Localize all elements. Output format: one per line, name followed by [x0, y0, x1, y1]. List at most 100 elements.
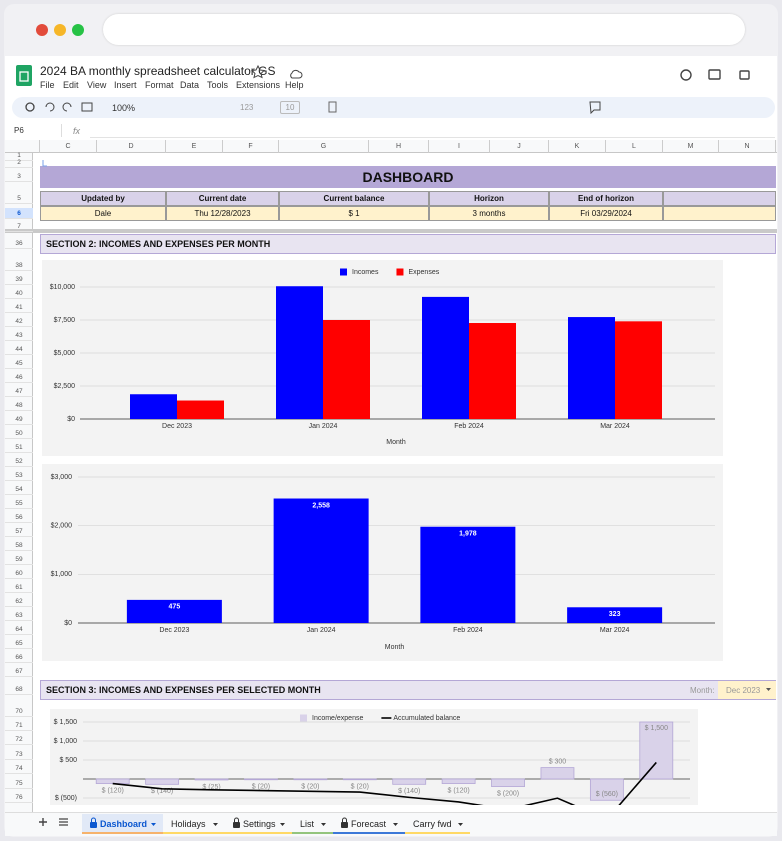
insert-comment-icon[interactable]	[589, 101, 601, 115]
sheet-tab[interactable]	[333, 814, 405, 834]
row-header[interactable]: 6	[5, 208, 33, 218]
star-icon[interactable]	[250, 64, 266, 79]
row-header[interactable]: 54	[15, 485, 23, 493]
column-header[interactable]: C	[40, 140, 97, 153]
comment-icon[interactable]	[708, 69, 721, 80]
bold-icon[interactable]	[328, 101, 337, 113]
column-header[interactable]: N	[719, 140, 776, 153]
month-dropdown[interactable]: Dec 2023	[718, 681, 776, 699]
cloud-icon[interactable]	[290, 69, 303, 79]
row-header[interactable]: 65	[15, 639, 23, 647]
column-header[interactable]: I	[429, 140, 490, 153]
menu-item[interactable]: View	[87, 80, 107, 90]
row-header[interactable]: 41	[15, 303, 23, 311]
row-header[interactable]: 1	[17, 151, 21, 159]
tab-label[interactable]: Settings	[243, 819, 276, 829]
row-header[interactable]: 47	[15, 387, 23, 395]
row-header[interactable]: 57	[15, 527, 23, 535]
row-header[interactable]: 61	[15, 583, 23, 591]
row-header[interactable]: 43	[15, 331, 23, 339]
row-header[interactable]: 60	[15, 569, 23, 577]
row-header[interactable]: 52	[15, 457, 23, 465]
name-box[interactable]: P6	[12, 124, 62, 137]
menu-item[interactable]: Help	[285, 80, 304, 90]
row-header[interactable]: 63	[15, 611, 23, 619]
sheet-tab[interactable]	[292, 814, 333, 834]
row-header[interactable]: 59	[15, 555, 23, 563]
column-header[interactable]: K	[549, 140, 606, 153]
row-header[interactable]: 72	[15, 735, 23, 743]
row-header[interactable]: 71	[15, 721, 23, 729]
search-icon[interactable]	[25, 102, 35, 112]
column-header[interactable]: G	[279, 140, 369, 153]
row-header[interactable]: 51	[15, 443, 23, 451]
row-header[interactable]: 75	[15, 779, 23, 787]
number-format[interactable]: 123	[240, 103, 254, 112]
row-header[interactable]: 56	[15, 513, 23, 521]
menu-item[interactable]: Extensions	[236, 80, 281, 90]
tab-label[interactable]: Forecast	[351, 819, 387, 829]
menu-item[interactable]: Tools	[207, 80, 229, 90]
zoom-select[interactable]: 100%	[112, 102, 136, 113]
row-header[interactable]: 49	[15, 415, 23, 423]
menu-item[interactable]: Format	[145, 80, 174, 90]
font-size-box[interactable]: 10	[280, 101, 300, 114]
tab-label[interactable]: Dashboard	[100, 819, 148, 829]
row-header[interactable]: 74	[15, 764, 23, 772]
sheet-tab[interactable]	[405, 814, 470, 834]
print-icon[interactable]	[81, 102, 93, 112]
column-header[interactable]: H	[369, 140, 429, 153]
row-header[interactable]: 66	[15, 653, 23, 661]
menu-item[interactable]: Insert	[114, 80, 137, 90]
row-header[interactable]: 38	[15, 261, 23, 269]
row-header[interactable]: 53	[15, 471, 23, 479]
row-header[interactable]: 58	[15, 541, 23, 549]
row-header[interactable]: 67	[15, 667, 23, 675]
column-header[interactable]: J	[490, 140, 549, 153]
row-header[interactable]: 62	[15, 597, 23, 605]
maximize-button[interactable]	[72, 24, 84, 36]
row-header[interactable]: 55	[15, 499, 23, 507]
row-header[interactable]: 7	[17, 222, 21, 230]
sheet-tab[interactable]	[82, 814, 163, 834]
row-header[interactable]: 45	[15, 359, 23, 367]
row-header[interactable]: 36	[15, 239, 23, 247]
tab-label[interactable]: Carry fwd	[413, 819, 452, 829]
row-header[interactable]: 5	[17, 194, 21, 202]
add-sheet-icon[interactable]	[39, 818, 47, 826]
row-header[interactable]: 48	[15, 401, 23, 409]
menu-item[interactable]: File	[40, 80, 55, 90]
row-header[interactable]: 70	[15, 707, 23, 715]
column-header[interactable]: F	[223, 140, 279, 153]
row-header[interactable]: 50	[15, 429, 23, 437]
row-header[interactable]: 40	[15, 289, 23, 297]
meet-icon[interactable]	[739, 70, 750, 80]
row-header[interactable]: 76	[15, 793, 23, 801]
history-icon[interactable]	[680, 69, 692, 81]
row-header[interactable]: 73	[15, 750, 23, 758]
menu-item[interactable]: Edit	[63, 80, 79, 90]
address-bar[interactable]	[103, 14, 745, 45]
column-header[interactable]: L	[606, 140, 663, 153]
row-header[interactable]: 64	[15, 625, 23, 633]
doc-title[interactable]: 2024 BA monthly spreadsheet calculator G…	[40, 64, 276, 78]
minimize-button[interactable]	[54, 24, 66, 36]
sheet-tab[interactable]	[225, 814, 292, 834]
row-header[interactable]: 44	[15, 345, 23, 353]
undo-icon[interactable]	[45, 102, 55, 112]
row-header[interactable]: 46	[15, 373, 23, 381]
column-header[interactable]: E	[166, 140, 223, 153]
tab-label[interactable]: Holidays	[171, 819, 206, 829]
row-header[interactable]: 39	[15, 275, 23, 283]
redo-icon[interactable]	[62, 102, 72, 112]
sheet-tab[interactable]	[163, 814, 225, 834]
close-button[interactable]	[36, 24, 48, 36]
row-header[interactable]: 68	[15, 685, 23, 693]
tab-label[interactable]: List	[300, 819, 315, 829]
column-header[interactable]: M	[663, 140, 719, 153]
sheets-logo[interactable]	[16, 65, 32, 86]
column-header[interactable]: D	[97, 140, 166, 153]
row-header[interactable]: 3	[17, 172, 21, 180]
all-sheets-icon[interactable]	[59, 818, 68, 826]
menu-item[interactable]: Data	[180, 80, 200, 90]
